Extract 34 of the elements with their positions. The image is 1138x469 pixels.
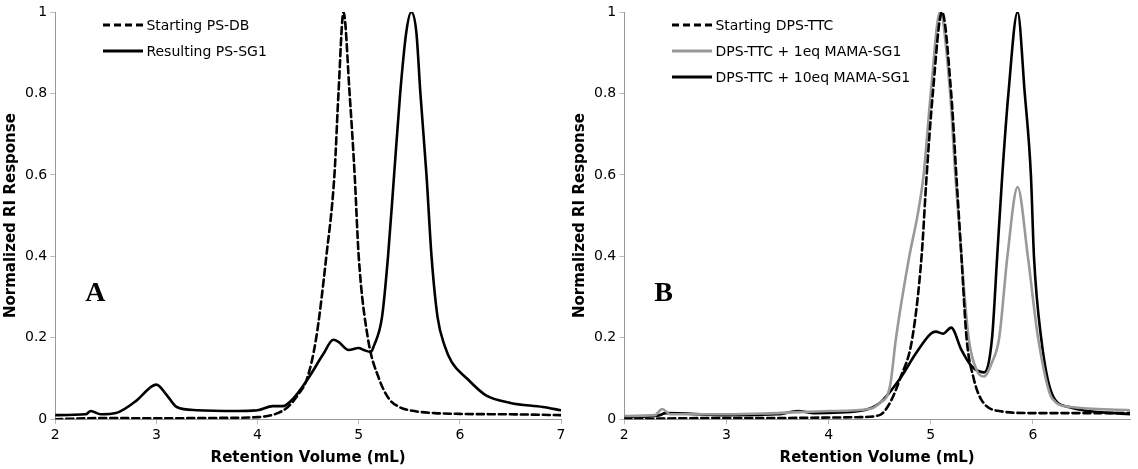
legend-label: DPS-TTC + 10eq MAMA-SG1 [715,69,911,85]
x-tick-label: 6 [1028,426,1038,443]
y-tick-label: 0.6 [594,165,617,182]
y-tick-label: 0.8 [594,84,617,101]
legend-label: Starting DPS-TTC [715,17,834,33]
x-axis-title: Retention Volume (mL) [779,447,975,466]
y-tick-label: 1 [607,2,617,19]
y-axis-title: Normalized RI Response [0,113,19,319]
x-tick-label: 4 [824,426,834,443]
x-tick-label: 2 [619,426,629,443]
legend-label: Starting PS-DB [146,17,250,33]
y-tick-label: 0 [607,409,617,426]
x-tick-label: 4 [253,426,263,443]
annotation: B [654,276,673,308]
y-tick-label: 1 [38,2,48,19]
x-tick-label: 3 [151,426,161,443]
y-tick-label: 0.6 [25,165,48,182]
x-tick-label: 5 [354,426,364,443]
x-tick-label: 6 [455,426,465,443]
y-tick-label: 0 [38,409,48,426]
x-axis-title: Retention Volume (mL) [210,447,406,466]
x-tick-label: 5 [926,426,936,443]
y-tick-label: 0.8 [25,84,48,101]
y-tick-label: 0.2 [25,328,48,345]
y-tick-label: 0.4 [594,246,617,263]
x-tick-label: 3 [721,426,731,443]
annotation: A [85,276,107,308]
legend-label: DPS-TTC + 1eq MAMA-SG1 [715,43,902,59]
y-tick-label: 0.4 [25,246,48,263]
x-tick-label: 7 [556,426,566,443]
y-axis-title: Normalized RI Response [569,113,588,319]
x-tick-label: 2 [50,426,60,443]
legend-label: Resulting PS-SG1 [146,43,267,59]
y-tick-label: 0.2 [594,328,617,345]
